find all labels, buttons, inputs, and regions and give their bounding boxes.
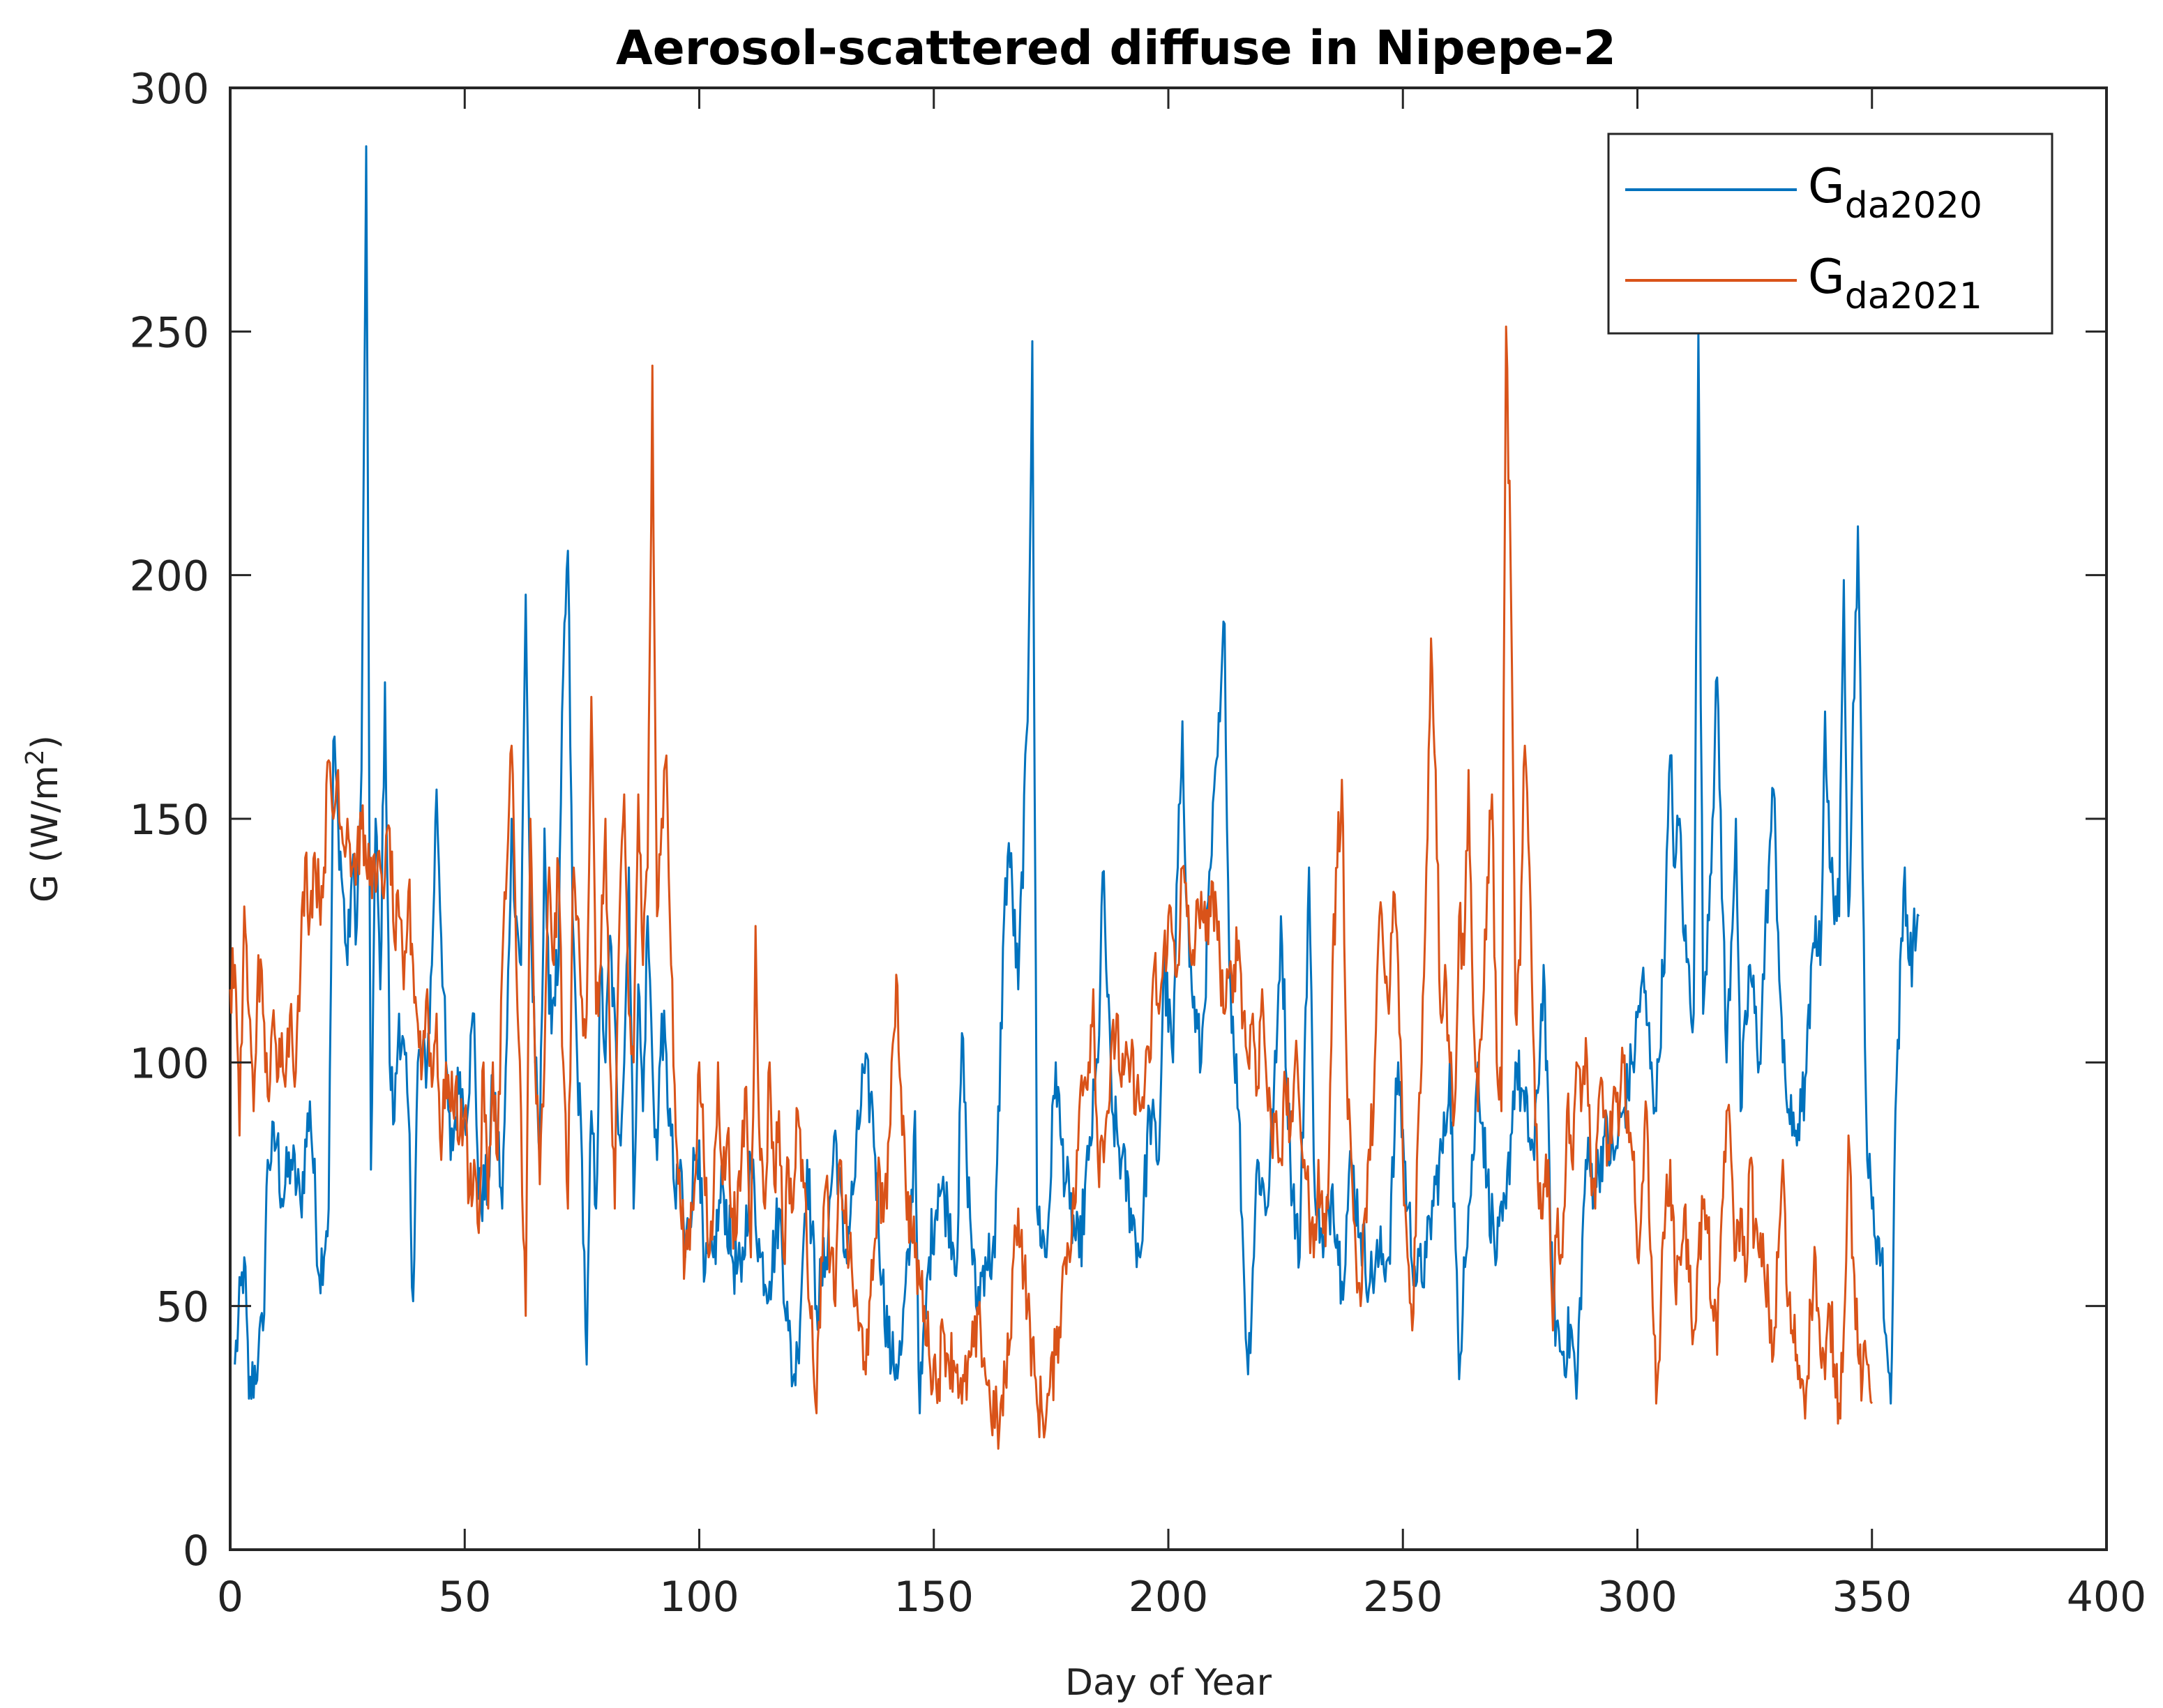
x-tick-label: 250 [1363, 1573, 1443, 1622]
x-tick-label: 50 [438, 1573, 491, 1622]
y-tick-label: 200 [129, 552, 209, 601]
x-tick-label: 100 [659, 1573, 739, 1622]
y-tick-label: 100 [129, 1039, 209, 1088]
series-line-G_da2021 [229, 325, 1874, 1450]
chart-title: Aerosol-scattered diffuse in Nipepe-2 [616, 21, 1616, 76]
y-axis-label: G (W/m2) [21, 735, 66, 902]
x-tick-label: 150 [894, 1573, 974, 1622]
y-axis-label-end: ) [24, 735, 66, 749]
y-tick-label: 250 [129, 308, 209, 357]
y-tick-label: 150 [129, 796, 209, 845]
y-axis-label-main: G (W/m [24, 765, 66, 902]
x-axis-label: Day of Year [1065, 1662, 1272, 1704]
x-tick-label: 400 [2067, 1573, 2147, 1622]
y-axis-label-sup: 2 [21, 749, 50, 765]
legend-label-2021: Gda2021 [1808, 250, 1982, 317]
x-tick-label: 350 [1832, 1573, 1912, 1622]
y-tick-label: 50 [156, 1283, 209, 1332]
series-layer [229, 145, 1920, 1450]
legend-label-2020-main: G [1808, 159, 1845, 214]
axes-layer: 0 50 100 150 200 250 300 350 400 0 50 100 150 200 250 3… [129, 65, 2146, 1622]
x-tick-label: 300 [1597, 1573, 1678, 1622]
legend-label-2020: Gda2020 [1808, 159, 1982, 227]
legend-label-2021-main: G [1808, 250, 1845, 305]
legend-label-2021-sub: da2021 [1845, 275, 1982, 317]
x-tick-label: 0 [217, 1573, 243, 1622]
legend-box [1607, 133, 2053, 335]
y-tick-label: 300 [129, 65, 209, 114]
legend-label-2020-sub: da2020 [1845, 185, 1982, 227]
x-tick-label: 200 [1129, 1573, 1209, 1622]
legend: Gda2020 Gda2021 [1607, 133, 2053, 335]
y-tick-label: 0 [183, 1527, 209, 1575]
